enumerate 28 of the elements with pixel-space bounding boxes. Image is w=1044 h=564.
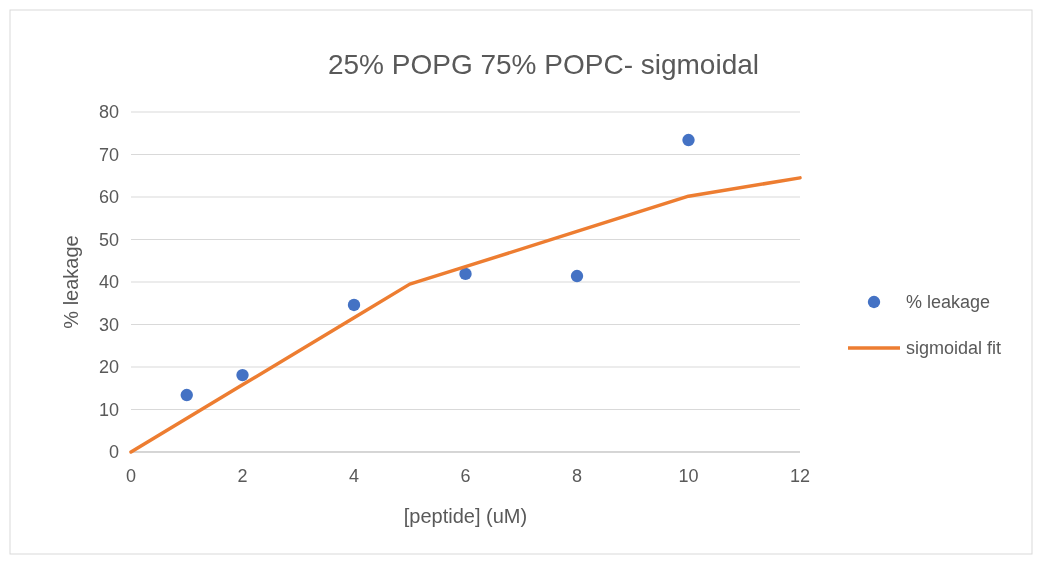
point [570,269,584,283]
x-tick-label: 12 [789,466,811,486]
y-tick-label: 40 [98,272,119,293]
y-tick-label: 70 [98,144,119,165]
point [682,133,695,147]
y-tick-label: 30 [98,314,119,335]
y-tick-label: 60 [98,187,119,208]
chart-title: 25% POPG 75% POPC- sigmoidal [327,49,760,80]
y-tick-label: 20 [98,357,119,378]
y-axis-title: % leakage [60,235,82,329]
x-tick-label: 10 [678,466,699,486]
x-tick-label: 2 [237,466,248,486]
x-tick-label: 4 [348,466,360,486]
legend-label: sigmoidal fit [906,338,1002,359]
point [459,267,472,281]
y-tick-label: 80 [98,102,119,123]
x-tick-label: 6 [460,466,471,486]
x-axis-title: [peptide] (uM) [403,505,528,527]
y-tick-label: 10 [98,399,119,420]
y-tick-label: 0 [108,442,119,463]
point [347,298,361,312]
point [180,388,193,402]
x-tick-label: 8 [571,466,583,486]
line-series [129,176,802,454]
point [236,368,249,382]
legend-label: % leakage [906,292,991,313]
x-tick-label: 0 [125,466,137,486]
y-tick-label: 50 [98,229,119,250]
